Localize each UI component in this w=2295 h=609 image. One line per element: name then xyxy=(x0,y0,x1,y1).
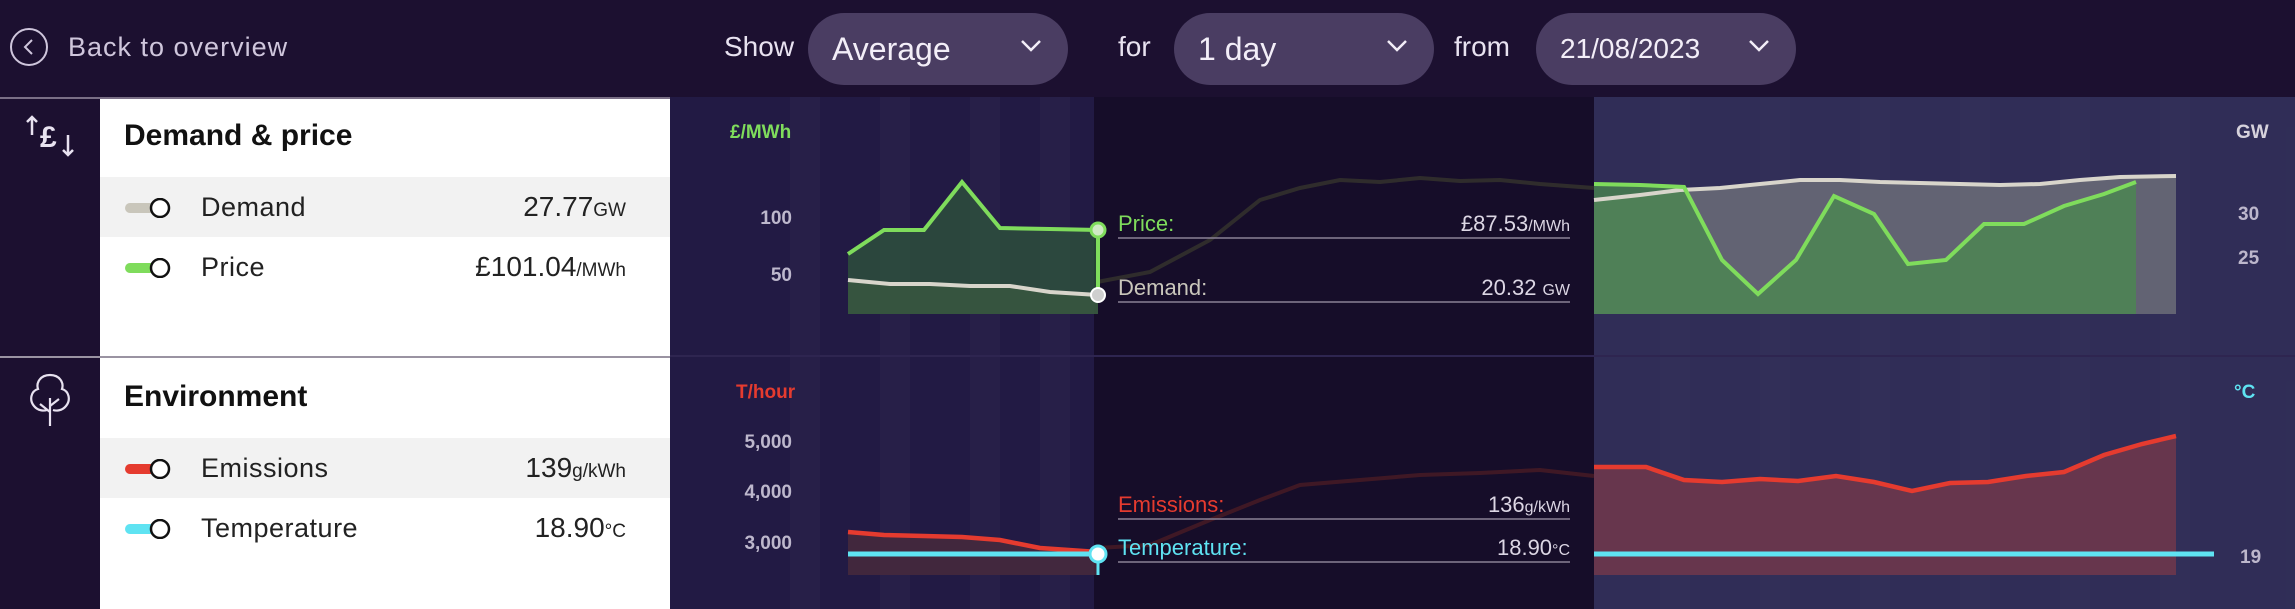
demand-ghost-line xyxy=(1096,175,1595,284)
for-dropdown[interactable]: 1 day xyxy=(1174,13,1434,85)
temperature-axis-unit: °C xyxy=(2234,382,2256,403)
panel-title: Demand & price xyxy=(124,119,353,152)
top-bar: Back to overview Show Average for 1 day … xyxy=(0,0,2295,97)
for-value: 1 day xyxy=(1198,30,1277,67)
tooltip-temperature-value: 18.90°C xyxy=(1497,535,1570,560)
legend-name: Emissions xyxy=(201,452,329,483)
from-value: 21/08/2023 xyxy=(1560,33,1701,64)
legend-value: 27.77GW xyxy=(523,191,626,222)
tree-icon xyxy=(30,373,70,426)
price-cursor-dot xyxy=(1089,221,1107,239)
back-label: Back to overview xyxy=(68,31,289,62)
legend-value: 139g/kWh xyxy=(525,452,626,483)
for-label: for xyxy=(1118,31,1151,62)
chevron-down-icon xyxy=(1749,40,1769,52)
svg-text:£: £ xyxy=(40,121,57,154)
toggle-icon[interactable] xyxy=(124,459,172,479)
legend-value: £101.04/MWh xyxy=(475,251,626,282)
back-to-overview-link[interactable]: Back to overview xyxy=(10,28,288,66)
from-date-dropdown[interactable]: 21/08/2023 xyxy=(1536,13,1796,85)
price-area-left xyxy=(848,182,1098,314)
legend-name: Temperature xyxy=(201,512,359,543)
demand-line-left xyxy=(847,278,1099,297)
demand-tick-label: 25 xyxy=(2238,248,2260,269)
emissions-tick-label: 5,000 xyxy=(744,432,792,453)
temperature-tick-label: 19 xyxy=(2240,547,2261,568)
currency-exchange-icon: £ xyxy=(26,115,74,157)
from-label: from xyxy=(1454,31,1510,62)
tooltip-emissions-value: 136g/kWh xyxy=(1488,492,1570,517)
toggle-icon[interactable] xyxy=(124,519,172,539)
price-area-right xyxy=(1594,182,2136,314)
chart-area[interactable]: £/MWh 100 50 GW 30 25 Price: £87.53/MWh … xyxy=(670,97,2295,609)
toggle-icon[interactable] xyxy=(124,258,172,278)
demand-price-icon-cell: £ xyxy=(0,99,100,356)
price-tick-label: 100 xyxy=(760,208,792,229)
tooltip-demand-price: Price: £87.53/MWh Demand: 20.32 GW xyxy=(1118,211,1571,303)
legend-row-demand[interactable]: Demand 27.77GW xyxy=(100,177,670,237)
chevron-left-icon xyxy=(10,28,48,66)
tooltip-environment: Emissions: 136g/kWh Temperature: 18.90°C xyxy=(1118,492,1570,563)
legend-row-price[interactable]: Price £101.04/MWh xyxy=(100,237,670,297)
legend-name: Price xyxy=(201,251,266,282)
demand-price-panel: Demand & price Demand 27.77GW Price £101… xyxy=(100,99,670,356)
emissions-tick-label: 3,000 xyxy=(744,533,792,554)
show-value: Average xyxy=(832,30,951,67)
legend-name: Demand xyxy=(201,191,307,222)
price-axis-unit: £/MWh xyxy=(730,122,791,143)
demand-line-right xyxy=(1593,174,2177,202)
toggle-icon[interactable] xyxy=(124,198,172,218)
show-label: Show xyxy=(724,31,795,62)
temperature-cursor-dot xyxy=(1088,544,1108,564)
demand-axis-unit: GW xyxy=(2236,122,2269,143)
emissions-line-left xyxy=(847,529,1099,555)
show-dropdown[interactable]: Average xyxy=(808,13,1068,85)
emissions-line-right xyxy=(1594,433,2177,494)
legend-row-emissions[interactable]: Emissions 139g/kWh xyxy=(100,438,670,498)
tooltip-demand-label: Demand: xyxy=(1118,275,1207,300)
tooltip-price-label: Price: xyxy=(1118,211,1174,236)
tooltip-temperature-label: Temperature: xyxy=(1118,535,1248,560)
emissions-tick-label: 4,000 xyxy=(744,482,792,503)
emissions-axis-unit: T/hour xyxy=(736,382,796,403)
chevron-down-icon xyxy=(1021,40,1041,52)
legend-value: 18.90°C xyxy=(534,512,626,543)
demand-cursor-dot xyxy=(1090,287,1106,303)
panel-title: Environment xyxy=(124,380,308,413)
chevron-down-icon xyxy=(1387,40,1407,52)
emissions-area-right xyxy=(1594,436,2176,575)
environment-icon-cell xyxy=(0,358,100,609)
environment-panel: Environment Emissions 139g/kWh Temperatu… xyxy=(100,358,670,609)
price-tick-label: 50 xyxy=(771,265,792,286)
demand-tick-label: 30 xyxy=(2238,204,2259,225)
section-divider xyxy=(0,356,670,358)
legend-row-temperature[interactable]: Temperature 18.90°C xyxy=(100,498,670,558)
tooltip-emissions-label: Emissions: xyxy=(1118,492,1224,517)
price-line-right xyxy=(1593,180,2137,297)
emissions-ghost-line xyxy=(1096,467,1595,550)
tooltip-demand-value: 20.32 GW xyxy=(1481,275,1571,300)
tooltip-overlay xyxy=(1094,97,1594,609)
tooltip-price-value: £87.53/MWh xyxy=(1461,211,1570,236)
